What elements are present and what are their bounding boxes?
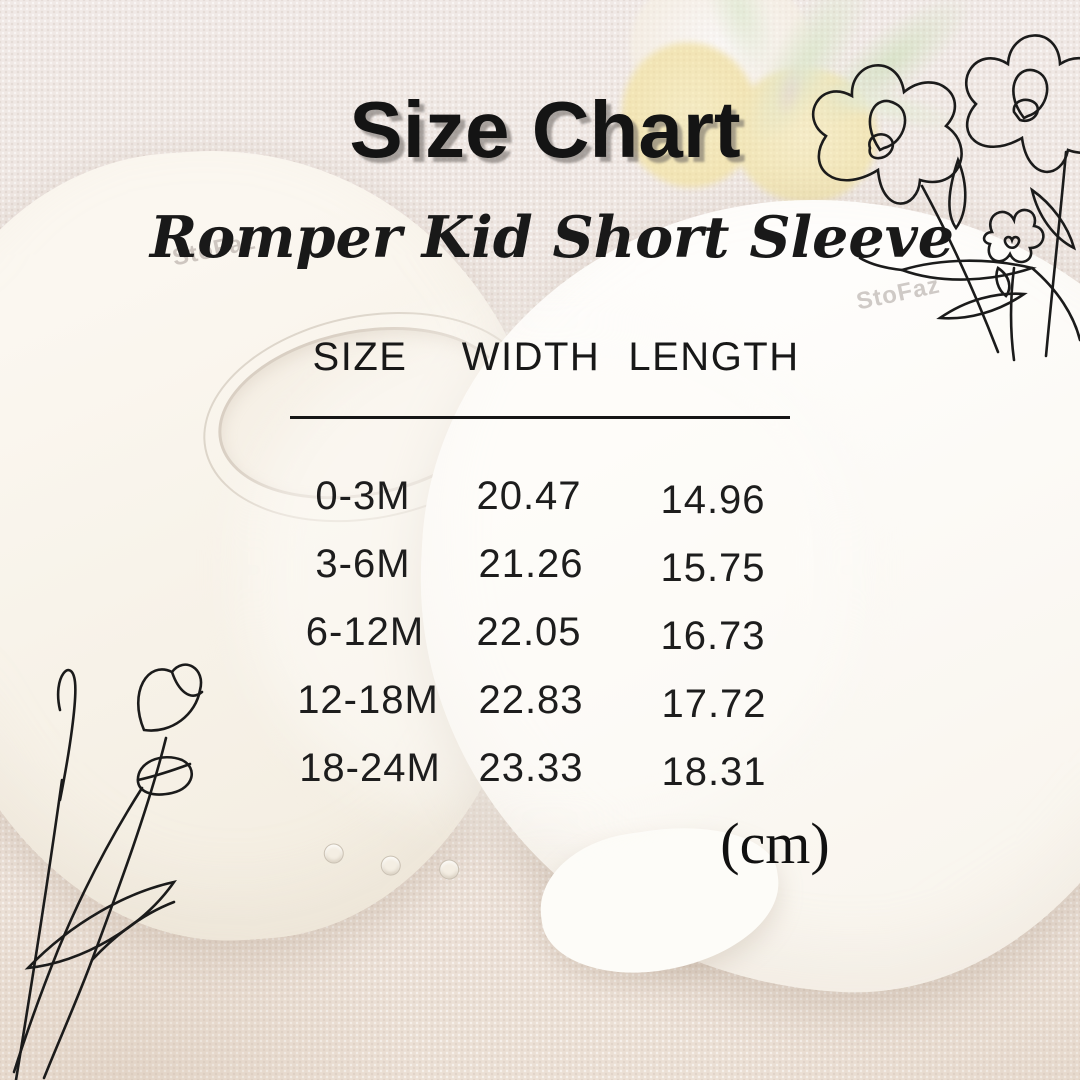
flower-stems: [920, 150, 1080, 362]
snap-button: [323, 842, 345, 865]
flower-blossoms: [812, 34, 1080, 205]
tulip-line-art-icon: [12, 663, 204, 1080]
tulip-stems: [12, 668, 168, 1080]
unit-label: (cm): [720, 811, 830, 876]
table-cell-length: 15.75: [660, 546, 766, 590]
column-header-size: SIZE: [312, 335, 408, 379]
snap-button: [380, 854, 402, 877]
table-cell-length: 14.96: [660, 478, 766, 522]
table-cell-width: 22.83: [478, 678, 584, 722]
header-divider-line: [290, 416, 790, 419]
table-cell-width: 22.05: [476, 610, 582, 654]
tulip-leaf: [24, 880, 177, 970]
flower-bud: [982, 208, 1045, 298]
table-cell-width: 20.47: [476, 474, 582, 518]
table-cell-size: 12-18M: [297, 678, 439, 722]
product-subtitle: Romper Kid Short Sleeve: [149, 204, 955, 271]
table-cell-size: 6-12M: [305, 610, 425, 654]
table-cell-size: 3-6M: [315, 542, 411, 586]
table-cell-length: 17.72: [661, 682, 767, 726]
page-title: Size Chart: [349, 85, 741, 174]
tulip-photo: [560, 0, 1020, 220]
table-cell-length: 16.73: [660, 614, 766, 658]
column-header-length: LENGTH: [628, 335, 800, 379]
table-cell-length: 18.31: [661, 750, 767, 794]
tulip-blooms: [136, 663, 204, 796]
table-cell-width: 23.33: [478, 746, 584, 790]
flower-line-art-icon: [812, 34, 1080, 362]
column-header-width: WIDTH: [461, 335, 601, 379]
table-highlight: [250, 320, 850, 820]
table-cell-width: 21.26: [478, 542, 584, 586]
table-cell-size: 0-3M: [315, 474, 411, 518]
table-cell-size: 18-24M: [299, 746, 441, 790]
